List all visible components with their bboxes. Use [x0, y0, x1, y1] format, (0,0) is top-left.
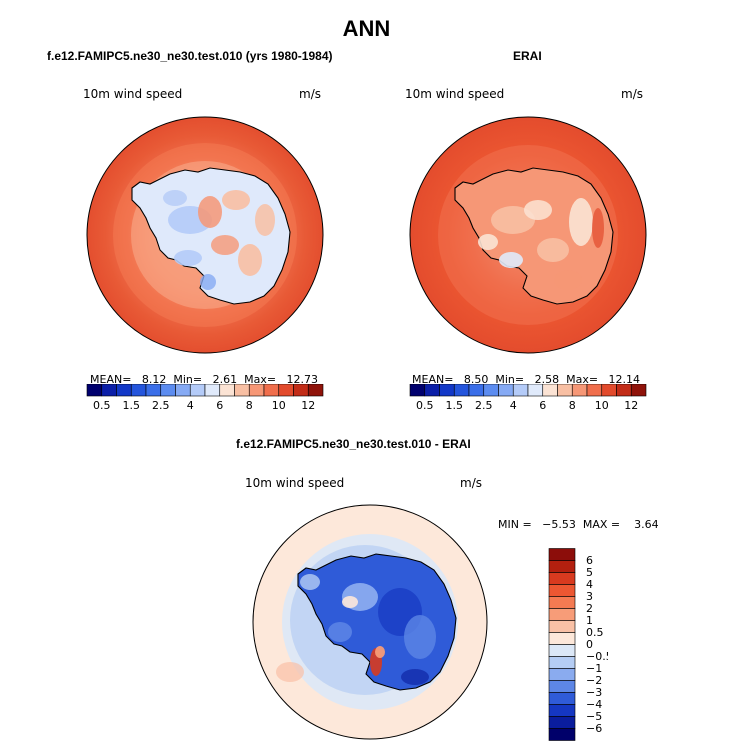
panel-1-colorbar-box: [248, 384, 265, 397]
panel-2-colorbar-box: [557, 384, 573, 397]
panel-3-colorbar-box: [548, 620, 576, 633]
panel-1-colorbar-box: [116, 384, 132, 397]
panel-3-colorbar-tick-label: 2: [586, 602, 593, 615]
panel-3-colorbar-box: [548, 572, 576, 585]
panel-3-colorbar-box: [548, 656, 576, 669]
panel-1-title: f.e12.FAMIPC5.ne30_ne30.test.010 (yrs 19…: [47, 49, 333, 63]
panel-3-colorbar-tick-label: 1: [586, 614, 593, 627]
panel-1-colorbar-tick-label: 10: [272, 399, 286, 412]
panel-3-variable-label: 10m wind speed: [245, 476, 345, 490]
panel-3-colorbar-tick-label: −0.5: [586, 650, 608, 663]
panel-3-colorbar-tick-label: −5: [586, 710, 602, 723]
panel-3-colorbar-box: [548, 692, 576, 705]
panel-3-colorbar-tick-label: 6: [586, 554, 593, 567]
panel-2-colorbar-box: [542, 384, 558, 397]
panel-2-polar-map: [409, 116, 647, 354]
panel-2-colorbar-box: [586, 384, 603, 397]
panel-2-colorbar-box: [453, 384, 470, 397]
panel-1-colorbar-box: [175, 384, 191, 397]
panel-1-colorbar-tick-label: 4: [187, 399, 194, 412]
panel-3-colorbar-tick-label: 0.5: [586, 626, 604, 639]
panel-3-colorbar-box: [548, 680, 576, 693]
panel-2-colorbar-box: [483, 384, 499, 397]
panel-2-colorbar: 0.5 1.5 2.5 4 6 8 10 12: [409, 384, 647, 412]
panel-3-colorbar-tick-label: −4: [586, 698, 602, 711]
panel-1-colorbar-box: [204, 384, 221, 397]
panel-1-colorbar-tick-label: 12: [301, 399, 315, 412]
panel-1-colorbar-box: [263, 384, 280, 397]
panel-3-colorbar-tick-label: 5: [586, 566, 593, 579]
panel-1-colorbar-box: [219, 384, 235, 397]
panel-1-colorbar-box: [160, 384, 176, 397]
panel-3-colorbar-box: [548, 728, 576, 741]
panel-1-colorbar-tick-label: 6: [216, 399, 223, 412]
panel-2-colorbar-tick-label: 4: [510, 399, 517, 412]
panel-3-colorbar-box: [548, 632, 576, 645]
panel-2-title: ERAI: [513, 49, 542, 63]
panel-2-colorbar-box: [527, 384, 544, 397]
panel-3-colorbar-box: [548, 596, 576, 609]
panel-2-colorbar-box: [630, 384, 647, 397]
panel-2-colorbar-box: [616, 384, 632, 397]
panel-3-title: f.e12.FAMIPC5.ne30_ne30.test.010 - ERAI: [236, 437, 471, 451]
panel-2-colorbar-box: [512, 384, 529, 397]
panel-3-colorbar-box: [548, 608, 576, 621]
panel-2-colorbar-tick-label: 2.5: [475, 399, 493, 412]
panel-1-colorbar-box: [307, 384, 324, 397]
panel-2-colorbar-box: [439, 384, 455, 397]
panel-1-colorbar-tick-label: 2.5: [152, 399, 170, 412]
panel-1-colorbar: 0.5 1.5 2.5 4 6 8 10 12: [86, 384, 324, 412]
panel-2-stats: MEAN= 8.50 Min= 2.58 Max= 12.14: [412, 373, 641, 386]
panel-3-colorbar-box: [548, 548, 576, 561]
panel-3-stats: MIN = −5.53 MAX = 3.64: [498, 518, 659, 531]
panel-2-colorbar-box: [601, 384, 617, 397]
panel-1-units-label: m/s: [299, 87, 321, 101]
panel-1-colorbar-box: [278, 384, 294, 397]
panel-2-colorbar-box: [468, 384, 485, 397]
panel-2-colorbar-box: [424, 384, 440, 397]
panel-2-colorbar-tick-label: 1.5: [446, 399, 464, 412]
panel-1-colorbar-tick-label: 8: [246, 399, 253, 412]
panel-1-colorbar-box: [145, 384, 162, 397]
panel-2-colorbar-box: [409, 384, 426, 397]
panel-3-colorbar-tick-label: −3: [586, 686, 602, 699]
panel-3-colorbar-tick-label: 3: [586, 590, 593, 603]
panel-2-colorbar-tick-label: 8: [569, 399, 576, 412]
panel-1-polar-map: [86, 116, 324, 354]
panel-3-colorbar-tick-label: −2: [586, 674, 602, 687]
panel-1-colorbar-tick-label: 0.5: [93, 399, 111, 412]
panel-2-units-label: m/s: [621, 87, 643, 101]
panel-3-colorbar-box: [548, 560, 576, 573]
panel-3-colorbar-tick-label: −1: [586, 662, 602, 675]
panel-3-colorbar-box: [548, 644, 576, 657]
panel-3-colorbar-box: [548, 668, 576, 681]
panel-2-colorbar-box: [571, 384, 588, 397]
panel-3-colorbar-box: [548, 584, 576, 597]
panel-1-stats: MEAN= 8.12 Min= 2.61 Max= 12.73: [90, 373, 319, 386]
panel-2-colorbar-tick-label: 6: [539, 399, 546, 412]
panel-3-units-label: m/s: [460, 476, 482, 490]
panel-1-colorbar-tick-label: 1.5: [123, 399, 141, 412]
panel-1-colorbar-box: [130, 384, 147, 397]
panel-1-colorbar-box: [86, 384, 103, 397]
panel-3-colorbar-tick-label: 0: [586, 638, 593, 651]
panel-1-colorbar-box: [101, 384, 117, 397]
figure-title: ANN: [342, 16, 391, 41]
panel-2-colorbar-box: [498, 384, 514, 397]
panel-3-colorbar-box: [548, 704, 576, 717]
panel-3-colorbar-tick-label: −6: [586, 722, 602, 735]
panel-2-colorbar-tick-label: 10: [595, 399, 609, 412]
panel-3-colorbar-box: [548, 716, 576, 729]
panel-3-colorbar-tick-label: 4: [586, 578, 593, 591]
panel-2-colorbar-tick-label: 0.5: [416, 399, 434, 412]
panel-1-colorbar-box: [234, 384, 250, 397]
panel-2-colorbar-tick-label: 12: [624, 399, 638, 412]
panel-1-colorbar-box: [189, 384, 206, 397]
panel-1-colorbar-box: [293, 384, 309, 397]
panel-1-variable-label: 10m wind speed: [83, 87, 183, 101]
panel-3-polar-map: [252, 504, 488, 740]
panel-2-variable-label: 10m wind speed: [405, 87, 505, 101]
